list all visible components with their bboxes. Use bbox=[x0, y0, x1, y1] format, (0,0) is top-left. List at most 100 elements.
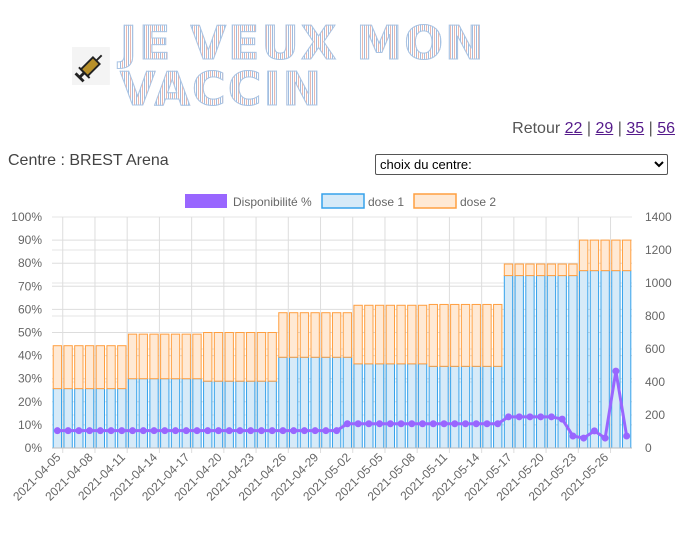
disponibilite-point bbox=[161, 427, 169, 435]
bar-dose2 bbox=[621, 239, 632, 272]
retour-link-56[interactable]: 56 bbox=[657, 120, 675, 137]
disponibilite-point bbox=[53, 427, 61, 435]
bar-dose1 bbox=[117, 388, 127, 449]
disponibilite-point bbox=[257, 427, 265, 435]
disponibilite-point bbox=[526, 413, 534, 421]
y-left-tick-label: 10% bbox=[18, 418, 42, 432]
disponibilite-point bbox=[483, 420, 491, 428]
disponibilite-point bbox=[440, 420, 448, 428]
disponibilite-point bbox=[204, 427, 212, 435]
disponibilite-point bbox=[408, 420, 416, 428]
retour-link-29[interactable]: 29 bbox=[595, 120, 614, 137]
bar-dose2 bbox=[106, 345, 116, 390]
disponibilite-point bbox=[118, 427, 126, 435]
bar-dose1 bbox=[267, 380, 277, 449]
bar-dose2 bbox=[256, 332, 267, 382]
disponibilite-point bbox=[150, 427, 158, 435]
disponibilite-point bbox=[86, 427, 94, 435]
bar-dose1 bbox=[568, 275, 578, 449]
bar-dose2 bbox=[450, 303, 460, 367]
bar-dose1 bbox=[385, 363, 396, 449]
y-right-tick-label: 1000 bbox=[645, 276, 672, 290]
bar-dose2 bbox=[417, 304, 428, 365]
bar-dose1 bbox=[546, 275, 557, 449]
y-right-tick-label: 600 bbox=[645, 342, 665, 356]
bar-dose1 bbox=[106, 388, 116, 449]
bar-dose2 bbox=[364, 304, 374, 365]
disponibilite-point bbox=[354, 420, 362, 428]
disponibilite-point bbox=[182, 427, 190, 435]
legend-label: dose 2 bbox=[460, 195, 496, 209]
bar-dose2 bbox=[267, 332, 277, 382]
disponibilite-point bbox=[129, 427, 137, 435]
bar-dose1 bbox=[578, 270, 589, 449]
bar-dose2 bbox=[428, 303, 438, 367]
y-left-tick-label: 100% bbox=[11, 210, 42, 224]
retour-link-22[interactable]: 22 bbox=[564, 120, 583, 137]
bar-dose2 bbox=[117, 345, 127, 390]
bar-dose1 bbox=[74, 388, 84, 449]
bar-dose2 bbox=[589, 239, 600, 272]
disponibilite-point bbox=[290, 427, 298, 435]
bar-dose1 bbox=[52, 388, 63, 449]
bar-dose1 bbox=[224, 380, 234, 449]
bar-dose2 bbox=[611, 239, 621, 272]
bar-dose1 bbox=[256, 380, 267, 449]
centre-select[interactable]: choix du centre: bbox=[375, 154, 668, 175]
bar-dose1 bbox=[428, 365, 438, 449]
bar-dose2 bbox=[493, 303, 503, 367]
bar-dose2 bbox=[503, 263, 514, 277]
y-left-tick-label: 30% bbox=[18, 372, 42, 386]
bar-dose2 bbox=[213, 332, 224, 382]
legend-label: Disponibilité % bbox=[233, 195, 312, 209]
bar-dose1 bbox=[127, 378, 138, 449]
y-right-tick-label: 400 bbox=[645, 375, 665, 389]
disponibilite-point bbox=[172, 427, 180, 435]
disponibilite-point bbox=[462, 420, 470, 428]
bar-dose1 bbox=[299, 356, 310, 449]
y-left-tick-label: 90% bbox=[18, 233, 42, 247]
bar-dose1 bbox=[321, 356, 331, 449]
disponibilite-point bbox=[419, 420, 427, 428]
retour-link-35[interactable]: 35 bbox=[626, 120, 645, 137]
disponibilite-point bbox=[376, 420, 384, 428]
legend-swatch bbox=[413, 193, 457, 209]
bar-dose1 bbox=[460, 365, 471, 449]
bar-dose1 bbox=[138, 378, 148, 449]
disponibilite-point bbox=[547, 413, 555, 421]
retour-label: Retour bbox=[512, 120, 561, 137]
disponibilite-point bbox=[300, 427, 308, 435]
disponibilite-point bbox=[580, 434, 588, 442]
bar-dose2 bbox=[192, 333, 202, 380]
logo: JE VEUX MON VACCIN bbox=[72, 20, 676, 113]
disponibilite-point bbox=[268, 427, 276, 435]
disponibilite-point bbox=[386, 420, 394, 428]
site-title: JE VEUX MON VACCIN bbox=[119, 20, 676, 113]
disponibilite-point bbox=[333, 427, 341, 435]
bar-dose2 bbox=[160, 333, 170, 380]
bar-dose2 bbox=[514, 263, 524, 277]
bar-dose1 bbox=[407, 363, 417, 449]
y-left-tick-label: 0% bbox=[25, 441, 43, 455]
disponibilite-point bbox=[365, 420, 373, 428]
bar-dose1 bbox=[514, 275, 524, 449]
legend-swatch bbox=[185, 194, 227, 208]
syringe-icon bbox=[72, 47, 110, 85]
disponibilite-point bbox=[590, 427, 598, 435]
centre-label: Centre : BREST Arena bbox=[8, 152, 169, 169]
bar-dose1 bbox=[396, 363, 406, 449]
bar-dose1 bbox=[439, 365, 449, 449]
y-left-tick-label: 40% bbox=[18, 349, 42, 363]
bar-dose2 bbox=[288, 312, 299, 358]
bar-dose2 bbox=[353, 304, 363, 365]
disponibilite-point bbox=[343, 420, 351, 428]
y-right-tick-label: 1200 bbox=[645, 243, 672, 257]
y-right-tick-label: 0 bbox=[645, 441, 652, 455]
bar-dose1 bbox=[450, 365, 460, 449]
bar-dose2 bbox=[385, 304, 396, 365]
y-right-tick-label: 800 bbox=[645, 309, 665, 323]
bar-dose2 bbox=[84, 345, 95, 390]
disponibilite-point bbox=[623, 432, 631, 440]
bar-dose2 bbox=[246, 332, 256, 382]
bar-dose1 bbox=[213, 380, 224, 449]
